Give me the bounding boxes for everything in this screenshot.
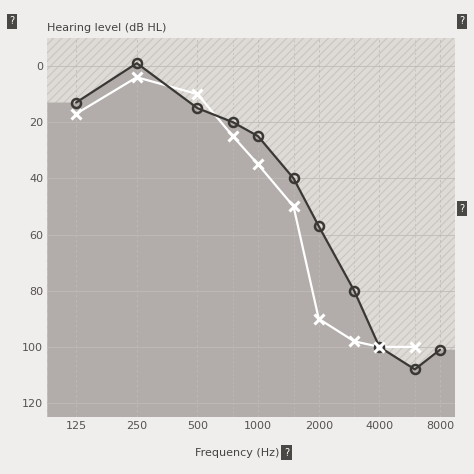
Text: ?: ? [284, 447, 289, 458]
Text: Hearing level (dB HL): Hearing level (dB HL) [47, 23, 167, 33]
Text: ?: ? [9, 16, 14, 27]
Polygon shape [47, 63, 455, 431]
Polygon shape [47, 24, 455, 431]
Text: ?: ? [460, 16, 465, 27]
Text: Frequency (Hz): Frequency (Hz) [195, 447, 279, 458]
Text: ?: ? [460, 203, 465, 214]
